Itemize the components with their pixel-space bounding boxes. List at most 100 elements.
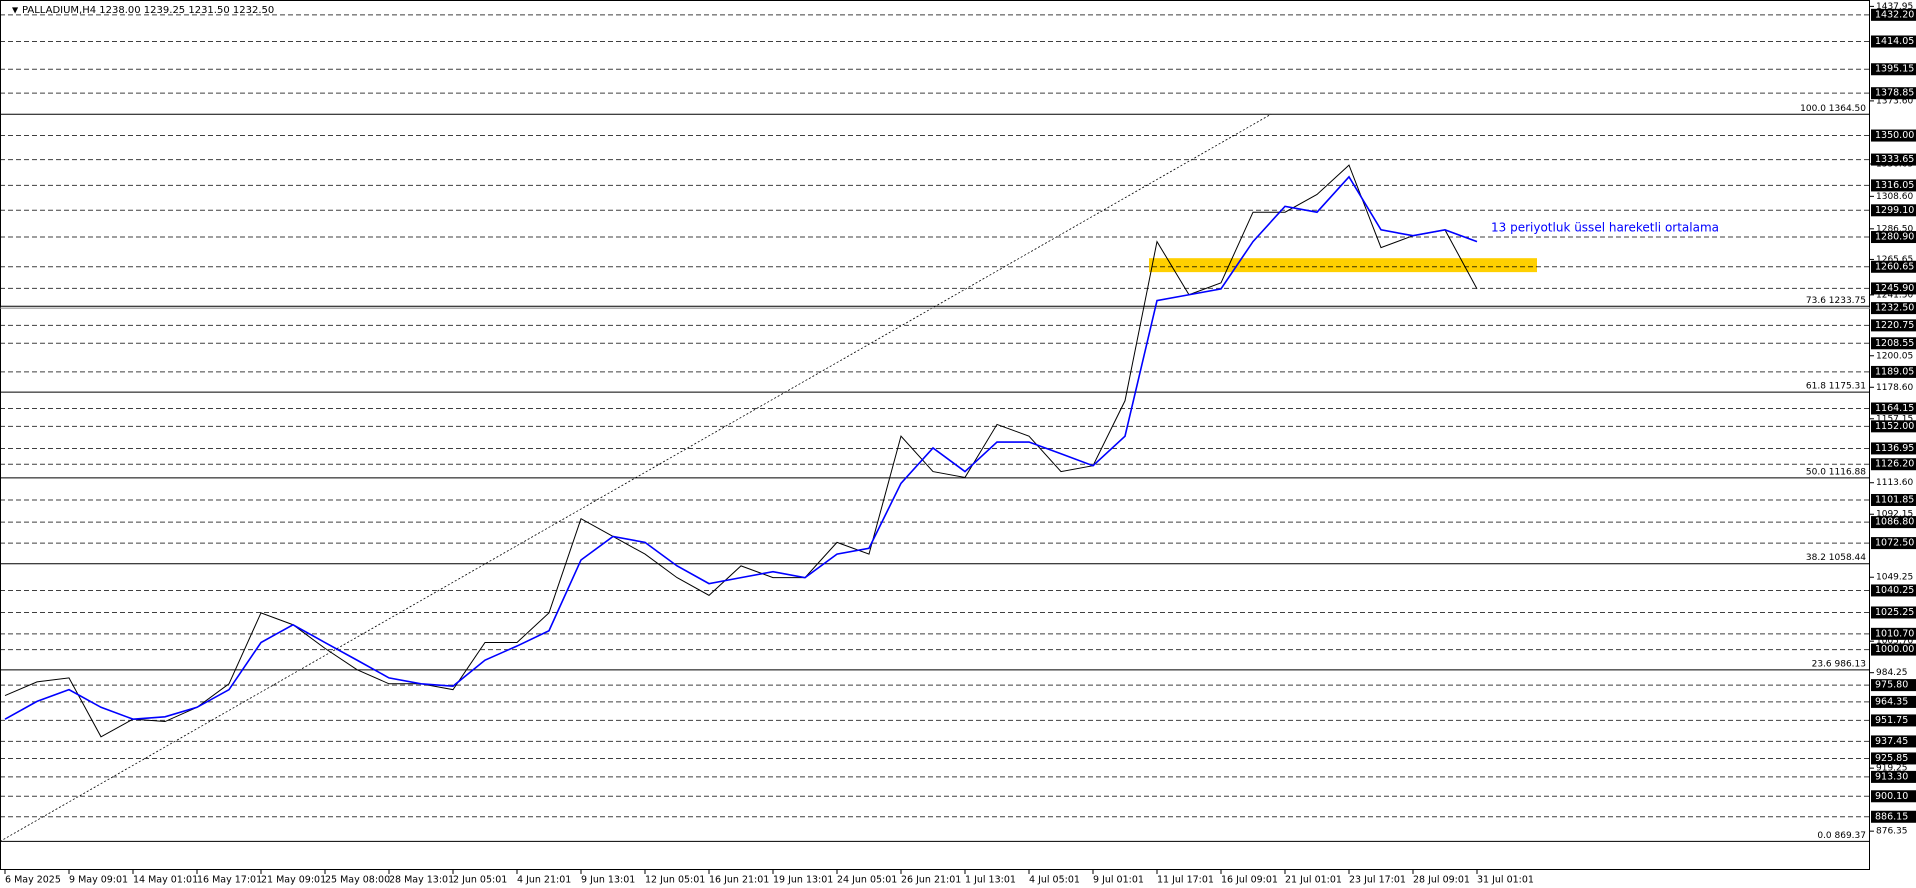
fib-label: 23.6 986.13 bbox=[1812, 659, 1866, 669]
level-label-box bbox=[1871, 87, 1916, 100]
series-line bbox=[4, 175, 1478, 720]
level-label-box bbox=[1871, 8, 1916, 21]
level-label: 951.75 bbox=[1875, 715, 1908, 726]
y-tick-label: 876.35 bbox=[1876, 827, 1908, 837]
level-label: 975.80 bbox=[1875, 680, 1908, 691]
level-label-box bbox=[1871, 153, 1916, 166]
level-label-box bbox=[1871, 319, 1916, 332]
y-tick-label: 1113.60 bbox=[1876, 478, 1913, 488]
x-tick-label: 2 Jun 05:01 bbox=[453, 875, 507, 886]
y-tick-label: 1265.65 bbox=[1876, 255, 1913, 265]
x-tick-label: 26 Jun 21:01 bbox=[901, 875, 961, 886]
level-label-box bbox=[1871, 420, 1916, 433]
level-label-box bbox=[1871, 35, 1916, 48]
level-label-box bbox=[1871, 679, 1916, 692]
level-label-box bbox=[1871, 63, 1916, 76]
x-tick-label: 14 May 01:01 bbox=[133, 875, 198, 886]
x-tick-label: 28 Jul 09:01 bbox=[1413, 875, 1470, 886]
x-tick-label: 6 May 2025 bbox=[5, 875, 61, 886]
x-tick-label: 24 Jun 05:01 bbox=[837, 875, 897, 886]
level-label: 1220.75 bbox=[1875, 320, 1914, 331]
level-label: 1208.55 bbox=[1875, 338, 1914, 349]
level-label: 964.35 bbox=[1875, 696, 1908, 707]
y-tick-label: 1200.05 bbox=[1876, 351, 1913, 361]
x-tick-label: 31 Jul 01:01 bbox=[1477, 875, 1534, 886]
x-tick-label: 28 May 13:01 bbox=[389, 875, 454, 886]
x-tick-label: 11 Jul 17:01 bbox=[1157, 875, 1214, 886]
level-label-box bbox=[1871, 204, 1916, 217]
level-label: 1000.00 bbox=[1875, 644, 1914, 655]
level-label: 1414.05 bbox=[1875, 36, 1914, 47]
level-label: 1245.90 bbox=[1875, 283, 1914, 294]
fib-label: 0.0 869.37 bbox=[1817, 831, 1866, 841]
level-label: 1164.15 bbox=[1875, 403, 1914, 414]
level-label-box bbox=[1871, 129, 1916, 142]
level-label-box bbox=[1871, 810, 1916, 823]
y-tick-label: 1286.50 bbox=[1876, 224, 1913, 234]
y-tick-label: 1092.15 bbox=[1876, 510, 1913, 520]
level-label-box bbox=[1871, 735, 1916, 748]
level-label-box bbox=[1871, 493, 1916, 506]
x-tick-label: 16 Jun 21:01 bbox=[709, 875, 769, 886]
y-tick-label: 919.25 bbox=[1876, 764, 1908, 774]
x-tick-label: 9 Jun 13:01 bbox=[581, 875, 635, 886]
zone bbox=[1149, 258, 1537, 273]
level-label: 1299.10 bbox=[1875, 205, 1914, 216]
level-label: 1333.65 bbox=[1875, 154, 1914, 165]
fib-trendline bbox=[0, 113, 1272, 842]
y-tick-label: 984.25 bbox=[1876, 668, 1908, 678]
annotation: 13 periyotluk üssel hareketli ortalama bbox=[1491, 221, 1719, 235]
x-tick-label: 23 Jul 17:01 bbox=[1349, 875, 1406, 886]
level-label: 925.85 bbox=[1875, 753, 1908, 764]
level-label: 937.45 bbox=[1875, 736, 1908, 747]
fib-label: 38.2 1058.44 bbox=[1806, 553, 1866, 563]
level-label-box bbox=[1871, 442, 1916, 455]
x-tick-label: 25 May 08:00 bbox=[325, 875, 390, 886]
level-label: 1136.95 bbox=[1875, 443, 1914, 454]
level-label-box bbox=[1871, 365, 1916, 378]
level-label: 913.30 bbox=[1875, 771, 1908, 782]
x-tick-label: 16 May 17:01 bbox=[197, 875, 262, 886]
level-label: 886.15 bbox=[1875, 811, 1908, 822]
y-tick-label: 1178.60 bbox=[1876, 383, 1913, 393]
plot-frame bbox=[0, 0, 1870, 870]
level-label: 1152.00 bbox=[1875, 421, 1914, 432]
level-label: 1280.90 bbox=[1875, 232, 1914, 243]
x-tick-label: 1 Jul 13:01 bbox=[965, 875, 1016, 886]
level-label-box bbox=[1871, 458, 1916, 471]
level-label-box bbox=[1871, 643, 1916, 656]
level-label: 1010.70 bbox=[1875, 628, 1914, 639]
level-label: 1350.00 bbox=[1875, 130, 1914, 141]
x-tick-label: 9 May 09:01 bbox=[69, 875, 128, 886]
level-label: 1025.25 bbox=[1875, 607, 1914, 618]
x-tick-label: 9 Jul 01:01 bbox=[1093, 875, 1144, 886]
series-line bbox=[4, 164, 1478, 738]
level-label-box bbox=[1871, 516, 1916, 529]
level-label: 1189.05 bbox=[1875, 366, 1914, 377]
y-tick-label: 1049.25 bbox=[1876, 573, 1913, 583]
level-label: 1040.25 bbox=[1875, 585, 1914, 596]
level-label-box bbox=[1871, 231, 1916, 244]
level-label: 900.10 bbox=[1875, 791, 1908, 802]
x-tick-label: 4 Jun 21:01 bbox=[517, 875, 571, 886]
chart-header: PALLADIUM,H4 1238.00 1239.25 1231.50 123… bbox=[22, 5, 274, 16]
y-tick-label: 1308.60 bbox=[1876, 192, 1913, 202]
level-label-box bbox=[1871, 695, 1916, 708]
level-label: 1395.15 bbox=[1875, 64, 1914, 75]
level-label-box bbox=[1871, 606, 1916, 619]
current-price-box bbox=[1871, 302, 1916, 315]
collapse-icon: ▼ bbox=[12, 6, 19, 15]
level-label-box bbox=[1871, 584, 1916, 597]
y-tick-label: 1005.70 bbox=[1876, 637, 1913, 647]
y-tick-label: 1157.15 bbox=[1876, 414, 1913, 424]
level-label-box bbox=[1871, 179, 1916, 192]
level-label-box bbox=[1871, 282, 1916, 295]
level-label-box bbox=[1871, 337, 1916, 350]
level-label: 1260.65 bbox=[1875, 261, 1914, 272]
x-tick-label: 16 Jul 09:01 bbox=[1221, 875, 1278, 886]
fib-label: 61.8 1175.31 bbox=[1806, 382, 1866, 392]
y-tick-label: 1241.50 bbox=[1876, 290, 1913, 300]
level-label-box bbox=[1871, 714, 1916, 727]
